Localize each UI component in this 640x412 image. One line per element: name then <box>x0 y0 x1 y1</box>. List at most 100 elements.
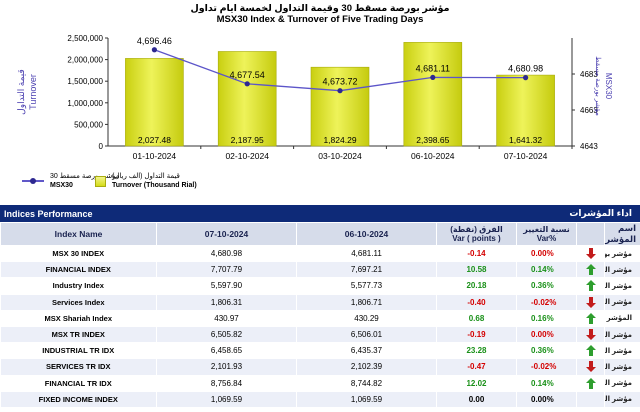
table-row: MSX TR INDEX 6,505.82 6,506.01 -0.19 0.00% مؤ… <box>0 326 640 344</box>
value-date2-cell: 1,806.71 <box>296 294 437 311</box>
index-name-ar-cell: المؤشر الشرعي <box>604 310 640 327</box>
var-points-cell: -0.14 <box>436 245 517 263</box>
line-value-label: 4,677.54 <box>230 70 265 80</box>
legend-turnover: قيمة التداول (الف ريال) Turnover (Thousa… <box>95 172 197 190</box>
bar-value-label: 2,398.65 <box>416 135 449 145</box>
value-date1-cell: 6,505.82 <box>156 326 297 344</box>
bar-value-label: 2,187.95 <box>231 135 264 145</box>
table-row: INDUSTRIAL TR IDX 6,458.65 6,435.37 23.28 0.… <box>0 342 640 360</box>
value-date2-cell: 8,744.82 <box>296 375 437 392</box>
var-points-cell: 12.02 <box>436 375 517 392</box>
index-name-cell: INDUSTRIAL TR IDX <box>0 342 157 360</box>
msx30-point <box>523 75 529 81</box>
index-name-ar-cell: مؤشر العائد الكلي للصناعة <box>604 342 640 360</box>
indices-table: Index Name 07-10-2024 06-10-2024 الفرق (… <box>0 222 640 408</box>
left-tick-label: 2,500,000 <box>67 34 103 43</box>
col-name-ar: اسم المؤشر <box>604 222 640 246</box>
index-name-ar-cell: مؤشر العائد الكلي للخدمات <box>604 358 640 376</box>
index-name-ar-cell: مؤشر بورصة مسقط 30 <box>604 245 640 263</box>
turnover-bar <box>125 58 184 147</box>
var-points-cell: 20.18 <box>436 277 517 295</box>
turnover-bar <box>496 74 555 147</box>
msx30-point <box>244 81 250 87</box>
right-tick-label: 4663 <box>580 106 598 115</box>
line-value-label: 4,680.98 <box>508 64 543 74</box>
value-date2-cell: 5,577.73 <box>296 277 437 295</box>
indices-performance-section: Indices Performance اداء المؤشرات Index … <box>0 205 640 412</box>
header-title-en: Indices Performance <box>4 208 93 219</box>
direction-arrow-cell <box>576 358 605 376</box>
var-percent-cell: 0.14% <box>516 375 577 392</box>
var-points-cell: 23.28 <box>436 342 517 360</box>
up-arrow-icon <box>585 345 596 357</box>
turnover-bar <box>217 51 277 147</box>
direction-arrow-cell <box>576 294 605 311</box>
table-row: Industry Index 5,597.90 5,577.73 20.18 0.36%… <box>0 277 640 295</box>
col-var-en: Var ( points ) <box>452 234 501 243</box>
value-date1-cell: 7,707.79 <box>156 261 297 279</box>
index-name-cell: MSX 30 INDEX <box>0 245 157 263</box>
var-percent-cell: 0.36% <box>516 277 577 295</box>
var-percent-cell: 0.14% <box>516 261 577 279</box>
chart-section: مؤشر بورصة مسقط 30 وقيمة التداول لخمسة ا… <box>0 0 640 200</box>
down-arrow-icon <box>585 361 596 373</box>
var-percent-cell: -0.02% <box>516 358 577 376</box>
legend-line-ar: مؤشر بورصة مسقط 30 <box>50 173 120 180</box>
turnover-bar <box>310 66 370 147</box>
legend-bar-ar: قيمة التداول (الف ريال) <box>112 173 180 180</box>
direction-arrow-cell <box>576 261 605 279</box>
value-date1-cell: 1,069.59 <box>156 391 297 408</box>
table-row: FINANCIAL TR IDX 8,756.84 8,744.82 12.02 0.1… <box>0 375 640 392</box>
left-tick-label: 1,000,000 <box>67 99 103 108</box>
x-tick-label: 06-10-2024 <box>411 151 455 161</box>
left-tick-label: 500,000 <box>74 120 103 129</box>
index-name-cell: Industry Index <box>0 277 157 295</box>
col-date2: 06-10-2024 <box>296 222 437 246</box>
left-axis-title-ar: قيمة التداول <box>16 69 27 115</box>
var-percent-cell: 0.36% <box>516 342 577 360</box>
index-name-ar-cell: مؤشر الخدمات <box>604 294 640 311</box>
table-header-row: Index Name 07-10-2024 06-10-2024 الفرق (… <box>0 222 640 246</box>
up-arrow-icon <box>585 377 596 389</box>
index-name-ar-cell: مؤشر القطاع المالي <box>604 261 640 279</box>
down-arrow-icon <box>585 329 596 341</box>
var-points-cell: 0.00 <box>436 391 517 408</box>
value-date1-cell: 5,597.90 <box>156 277 297 295</box>
index-name-cell: SERVICES TR IDX <box>0 358 157 376</box>
value-date2-cell: 6,506.01 <box>296 326 437 344</box>
var-points-cell: 0.68 <box>436 310 517 327</box>
var-percent-cell: 0.00% <box>516 245 577 263</box>
index-name-ar-cell: مؤشر العائد الكلي <box>604 326 640 344</box>
var-points-cell: -0.19 <box>436 326 517 344</box>
value-date1-cell: 2,101.93 <box>156 358 297 376</box>
left-axis-title: Turnover <box>28 74 38 110</box>
value-date1-cell: 8,756.84 <box>156 375 297 392</box>
line-value-label: 4,673.72 <box>322 77 357 87</box>
var-percent-cell: 0.00% <box>516 326 577 344</box>
table-row: FINANCIAL INDEX 7,707.79 7,697.21 10.58 0.14… <box>0 261 640 279</box>
direction-arrow-cell <box>576 375 605 392</box>
col-pct: نسبة التغيير Var% <box>516 222 577 246</box>
up-arrow-icon <box>585 264 596 276</box>
msx30-point <box>151 47 157 53</box>
var-points-cell: 10.58 <box>436 261 517 279</box>
x-tick-label: 02-10-2024 <box>225 151 269 161</box>
value-date2-cell: 6,435.37 <box>296 342 437 360</box>
bar-value-label: 2,027.48 <box>138 135 171 145</box>
index-name-ar-cell: مؤشر الدخل الثابت <box>604 391 640 408</box>
value-date1-cell: 430.97 <box>156 310 297 327</box>
down-arrow-icon <box>585 296 596 308</box>
right-tick-label: 4643 <box>580 142 598 151</box>
direction-arrow-cell <box>576 310 605 327</box>
x-tick-label: 01-10-2024 <box>133 151 177 161</box>
col-arrow <box>576 222 605 246</box>
table-row: MSX 30 INDEX 4,680.98 4,681.11 -0.14 0.00% مؤ… <box>0 245 640 263</box>
value-date1-cell: 4,680.98 <box>156 245 297 263</box>
table-row: MSX Shariah Index 430.97 430.29 0.68 0.16% ال… <box>0 310 640 327</box>
chart-title-arabic: مؤشر بورصة مسقط 30 وقيمة التداول لخمسة ا… <box>190 3 450 14</box>
left-tick-label: 2,000,000 <box>67 56 103 65</box>
header-title-ar: اداء المؤشرات <box>569 208 632 218</box>
right-tick-label: 4683 <box>580 70 598 79</box>
col-index-name: Index Name <box>0 222 157 246</box>
value-date1-cell: 1,806.31 <box>156 294 297 311</box>
